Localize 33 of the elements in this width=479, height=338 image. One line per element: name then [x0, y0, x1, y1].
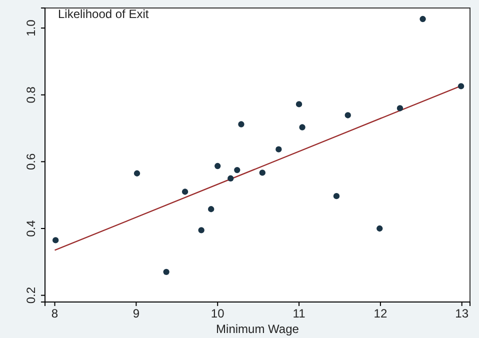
- x-tick-label: 10: [210, 306, 225, 321]
- point: [344, 112, 351, 118]
- point: [234, 166, 240, 174]
- point: [228, 175, 234, 182]
- point: [396, 105, 404, 112]
- point: [214, 162, 221, 170]
- chart-title: Likelihood of Exit: [58, 7, 150, 21]
- x-tick-label: 8: [51, 306, 58, 321]
- point: [198, 227, 204, 234]
- point: [420, 16, 426, 22]
- y-tick-label: 0.8: [24, 86, 38, 104]
- y-tick-label: 1.0: [24, 19, 38, 36]
- point: [296, 101, 302, 108]
- point: [276, 146, 282, 152]
- point: [376, 225, 383, 232]
- y-tick-label: 0.2: [24, 286, 38, 304]
- y-tick-label: 0.4: [24, 220, 38, 237]
- x-tick-label: 11: [292, 306, 306, 321]
- point: [208, 206, 214, 212]
- x-tick-label: 12: [374, 306, 388, 321]
- y-tick-label: 0.6: [24, 153, 38, 170]
- point: [299, 124, 306, 130]
- point: [333, 193, 340, 200]
- x-axis-title: Minimum Wage: [216, 322, 300, 336]
- x-tick-label: 13: [455, 306, 469, 321]
- x-tick-label: 9: [132, 306, 140, 321]
- point: [52, 237, 59, 244]
- point: [238, 121, 244, 128]
- point: [163, 268, 170, 276]
- point: [134, 170, 140, 176]
- point: [182, 188, 188, 195]
- point: [458, 83, 464, 90]
- point: [259, 170, 266, 176]
